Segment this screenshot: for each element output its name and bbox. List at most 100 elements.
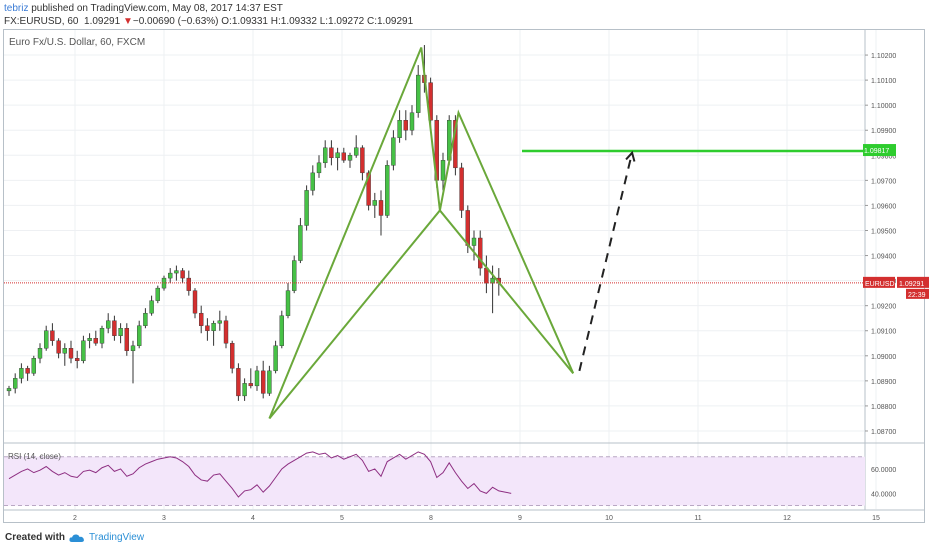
candle-body bbox=[174, 270, 179, 274]
candle-body bbox=[50, 330, 55, 341]
rsi-pane: RSI (14, close) 60.0000 40.0000 bbox=[4, 451, 896, 507]
rsi-label: RSI (14, close) bbox=[8, 452, 61, 461]
countdown-label: 22:39 bbox=[908, 292, 926, 299]
candle-body bbox=[310, 172, 315, 191]
tradingview-brand[interactable]: TradingView bbox=[89, 532, 145, 543]
candle-body bbox=[186, 277, 192, 291]
candle-body bbox=[68, 348, 74, 359]
candle-body bbox=[37, 348, 43, 359]
current-price-tag bbox=[897, 276, 929, 288]
candle-body bbox=[130, 345, 136, 351]
candle-body bbox=[167, 272, 173, 279]
symbol-label: FX:EURUSD, 60 bbox=[4, 16, 79, 27]
price-axis: 1.10200 1.10100 1.10000 1.09900 1.09800 1.097… bbox=[863, 53, 929, 436]
price-tick-label: 1.09400 bbox=[871, 254, 896, 261]
price-tick-label: 1.09100 bbox=[871, 329, 896, 336]
down-arrow-icon: ▼ bbox=[122, 16, 133, 27]
candle-body bbox=[440, 160, 446, 181]
candle-body bbox=[316, 162, 322, 174]
rsi-line bbox=[8, 451, 512, 498]
candle-body bbox=[335, 152, 340, 159]
candle-body bbox=[112, 320, 117, 336]
time-tick-label: 10 bbox=[605, 515, 613, 522]
candle-body bbox=[242, 383, 247, 397]
price-tick-label: 1.09900 bbox=[871, 128, 896, 135]
candle-body bbox=[236, 368, 241, 397]
countdown-tag bbox=[906, 288, 929, 299]
candle-body bbox=[62, 348, 67, 354]
time-tick-label: 4 bbox=[251, 515, 255, 522]
projection-arrow bbox=[578, 152, 634, 372]
candle-body bbox=[372, 200, 377, 206]
candle-body bbox=[93, 338, 99, 344]
candle-body bbox=[211, 323, 216, 331]
ohlc-open: O:1.09331 bbox=[221, 16, 268, 27]
time-tick-label: 9 bbox=[518, 515, 522, 522]
time-tick-label: 5 bbox=[340, 515, 344, 522]
candle-body bbox=[149, 300, 154, 314]
candle-body bbox=[391, 137, 396, 166]
price-change: −0.00690 (−0.63%) bbox=[132, 16, 219, 27]
candle-body bbox=[223, 320, 229, 344]
candle-body bbox=[229, 343, 235, 369]
created-with-text: Created with bbox=[5, 532, 66, 543]
target-price-label: 1.09817 bbox=[864, 148, 889, 155]
candle-body bbox=[12, 378, 18, 389]
candle-body bbox=[329, 147, 334, 159]
last-price: 1.09291 bbox=[84, 16, 121, 27]
ohlc-high: H:1.09332 bbox=[270, 16, 317, 27]
candle-body bbox=[136, 325, 142, 346]
ohlc-close: C:1.09291 bbox=[367, 16, 414, 27]
candle-body bbox=[155, 287, 161, 301]
target-price-tag bbox=[863, 144, 896, 157]
price-tick-label: 1.10200 bbox=[871, 53, 896, 60]
publish-text: published on TradingView.com, May 08, 20… bbox=[31, 3, 283, 14]
price-tick-label: 1.09200 bbox=[871, 304, 896, 311]
publish-info: tebriz published on TradingView.com, May… bbox=[4, 3, 283, 14]
rsi-band bbox=[4, 456, 865, 506]
footer: Created with TradingView bbox=[5, 532, 144, 543]
candle-body bbox=[44, 330, 49, 349]
candle-body bbox=[409, 112, 415, 131]
rsi-tick-label: 40.0000 bbox=[871, 491, 896, 498]
candle-body bbox=[118, 328, 123, 336]
author-link[interactable]: tebriz bbox=[4, 3, 29, 14]
candle-body bbox=[180, 270, 185, 279]
candle-body bbox=[205, 325, 210, 331]
candle-body bbox=[285, 290, 291, 316]
candle-body bbox=[465, 210, 470, 246]
candle-body bbox=[261, 370, 266, 394]
candle-body bbox=[99, 328, 105, 344]
candle-body bbox=[354, 147, 359, 156]
candle-body bbox=[273, 345, 278, 372]
price-tick-label: 1.08800 bbox=[871, 404, 896, 411]
symbol-label: EURUSD bbox=[865, 281, 895, 288]
chart-frame bbox=[3, 29, 925, 523]
candle-body bbox=[385, 165, 390, 216]
candle-body bbox=[360, 147, 365, 174]
time-tick-label: 11 bbox=[694, 515, 701, 522]
candle-body bbox=[254, 370, 260, 387]
candle-body bbox=[416, 74, 421, 113]
harmonic-pattern bbox=[268, 47, 865, 420]
candle-body bbox=[31, 358, 36, 374]
candle-body bbox=[56, 340, 61, 354]
projection-arrowhead bbox=[625, 150, 636, 162]
candle-body bbox=[366, 172, 371, 206]
candle-body bbox=[192, 290, 198, 314]
candle-body bbox=[471, 237, 477, 246]
candle-body bbox=[6, 388, 12, 392]
candle-body bbox=[267, 370, 272, 394]
candle-body bbox=[81, 340, 86, 362]
time-tick-label: 8 bbox=[429, 515, 433, 522]
time-axis: 2 3 4 5 8 9 10 11 12 15 bbox=[73, 515, 880, 522]
price-tick-label: 1.09700 bbox=[871, 178, 896, 185]
candles bbox=[4, 45, 865, 401]
candle-body bbox=[341, 152, 346, 161]
symbol-tag bbox=[863, 276, 895, 288]
candle-body bbox=[279, 315, 284, 346]
pattern-triangle-base bbox=[439, 209, 574, 374]
candle-body bbox=[459, 167, 464, 211]
candle-body bbox=[397, 120, 402, 138]
